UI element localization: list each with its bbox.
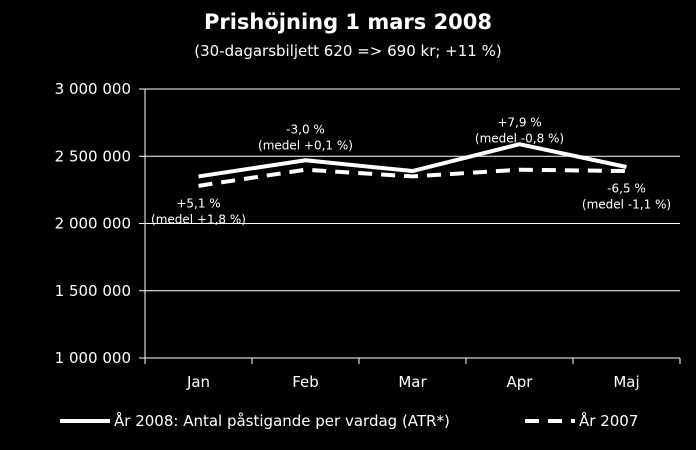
chart-title: Prishöjning 1 mars 2008: [203, 10, 493, 34]
annotation-label: +5,1 %: [176, 196, 220, 210]
annotation-label: (medel -1,1 %): [582, 198, 671, 212]
x-tick-label: Feb: [292, 373, 319, 391]
y-tick-label: 1 500 000: [55, 282, 131, 300]
x-tick-label: Mar: [398, 373, 427, 391]
y-tick-label: 1 000 000: [55, 349, 131, 367]
series-line-2: [198, 167, 627, 188]
annotation-label: -6,5 %: [607, 182, 646, 196]
annotation-label: (medel +1,8 %): [151, 212, 246, 226]
annotation-label: (medel -0,8 %): [475, 132, 564, 146]
y-tick-label: 2 000 000: [55, 215, 131, 233]
chart-subtitle: (30-dagarsbiljett 620 => 690 kr; +11 %): [194, 42, 502, 60]
x-tick-label: Jan: [186, 373, 210, 391]
annotation-label: +7,9 %: [497, 116, 541, 130]
legend-label-1: År 2008: Antal påstigande per vardag (AT…: [114, 411, 450, 430]
y-tick-label: 2 500 000: [55, 147, 131, 165]
x-tick-label: Apr: [507, 373, 534, 391]
series-line-1: [198, 142, 627, 179]
y-tick-label: 3 000 000: [55, 80, 131, 98]
legend-label-2: År 2007: [579, 411, 638, 430]
annotation-label: -3,0 %: [286, 122, 325, 136]
annotation-label: (medel +0,1 %): [258, 138, 353, 152]
x-tick-label: Maj: [613, 373, 639, 391]
